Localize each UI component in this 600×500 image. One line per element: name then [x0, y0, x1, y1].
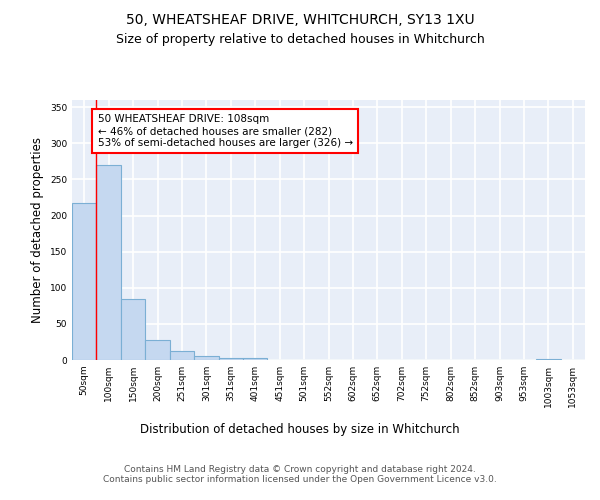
Bar: [218, 358, 243, 360]
Y-axis label: Number of detached properties: Number of detached properties: [31, 137, 44, 323]
Bar: [170, 352, 194, 360]
Text: 50, WHEATSHEAF DRIVE, WHITCHURCH, SY13 1XU: 50, WHEATSHEAF DRIVE, WHITCHURCH, SY13 1…: [125, 12, 475, 26]
Bar: [97, 165, 121, 360]
Bar: [243, 358, 268, 360]
Text: Contains HM Land Registry data © Crown copyright and database right 2024.
Contai: Contains HM Land Registry data © Crown c…: [103, 465, 497, 484]
Text: Distribution of detached houses by size in Whitchurch: Distribution of detached houses by size …: [140, 422, 460, 436]
Bar: [536, 358, 560, 360]
Bar: [194, 356, 218, 360]
Bar: [121, 298, 145, 360]
Text: Size of property relative to detached houses in Whitchurch: Size of property relative to detached ho…: [116, 32, 484, 46]
Bar: [145, 340, 170, 360]
Bar: [72, 202, 97, 360]
Text: 50 WHEATSHEAF DRIVE: 108sqm
← 46% of detached houses are smaller (282)
53% of se: 50 WHEATSHEAF DRIVE: 108sqm ← 46% of det…: [98, 114, 353, 148]
